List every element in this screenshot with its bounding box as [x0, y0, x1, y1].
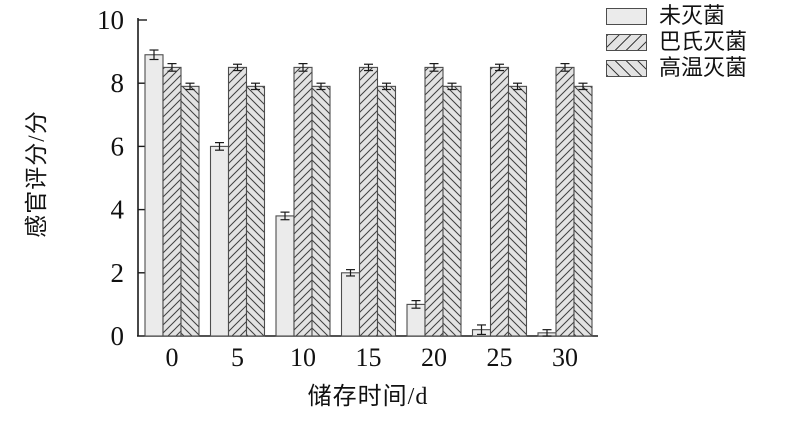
svg-text:30: 30 — [552, 343, 578, 372]
svg-text:10: 10 — [290, 343, 316, 372]
legend-item-unsterilized: 未灭菌 — [606, 3, 747, 28]
svg-text:0: 0 — [166, 343, 179, 372]
y-axis-title: 感官评分/分 — [24, 110, 49, 238]
legend-swatch-forward-hatch-icon — [606, 33, 647, 51]
plot-content: 0 2 4 6 8 10 0 5 10 15 20 25 30 — [97, 5, 598, 372]
svg-text:2: 2 — [111, 258, 125, 288]
svg-text:5: 5 — [231, 343, 244, 372]
svg-text:6: 6 — [111, 131, 125, 161]
legend-swatch-back-hatch-icon — [606, 59, 647, 77]
legend-label-pasteurized: 巴氏灭菌 — [659, 29, 748, 54]
legend-swatch-plain-icon — [606, 7, 647, 25]
legend-item-pasteurized: 巴氏灭菌 — [606, 29, 748, 54]
x-axis-title: 储存时间/d — [307, 384, 429, 410]
legend: 未灭菌 巴氏灭菌 高温灭菌 — [606, 3, 748, 80]
svg-text:15: 15 — [356, 343, 382, 372]
svg-text:25: 25 — [487, 343, 513, 372]
svg-text:10: 10 — [97, 5, 124, 35]
legend-label-high-temp: 高温灭菌 — [659, 55, 748, 80]
legend-label-unsterilized: 未灭菌 — [659, 3, 726, 28]
svg-text:0: 0 — [111, 321, 125, 351]
svg-text:8: 8 — [111, 68, 125, 98]
svg-text:4: 4 — [111, 195, 125, 225]
legend-item-high-temp: 高温灭菌 — [606, 55, 748, 80]
svg-text:20: 20 — [421, 343, 447, 372]
